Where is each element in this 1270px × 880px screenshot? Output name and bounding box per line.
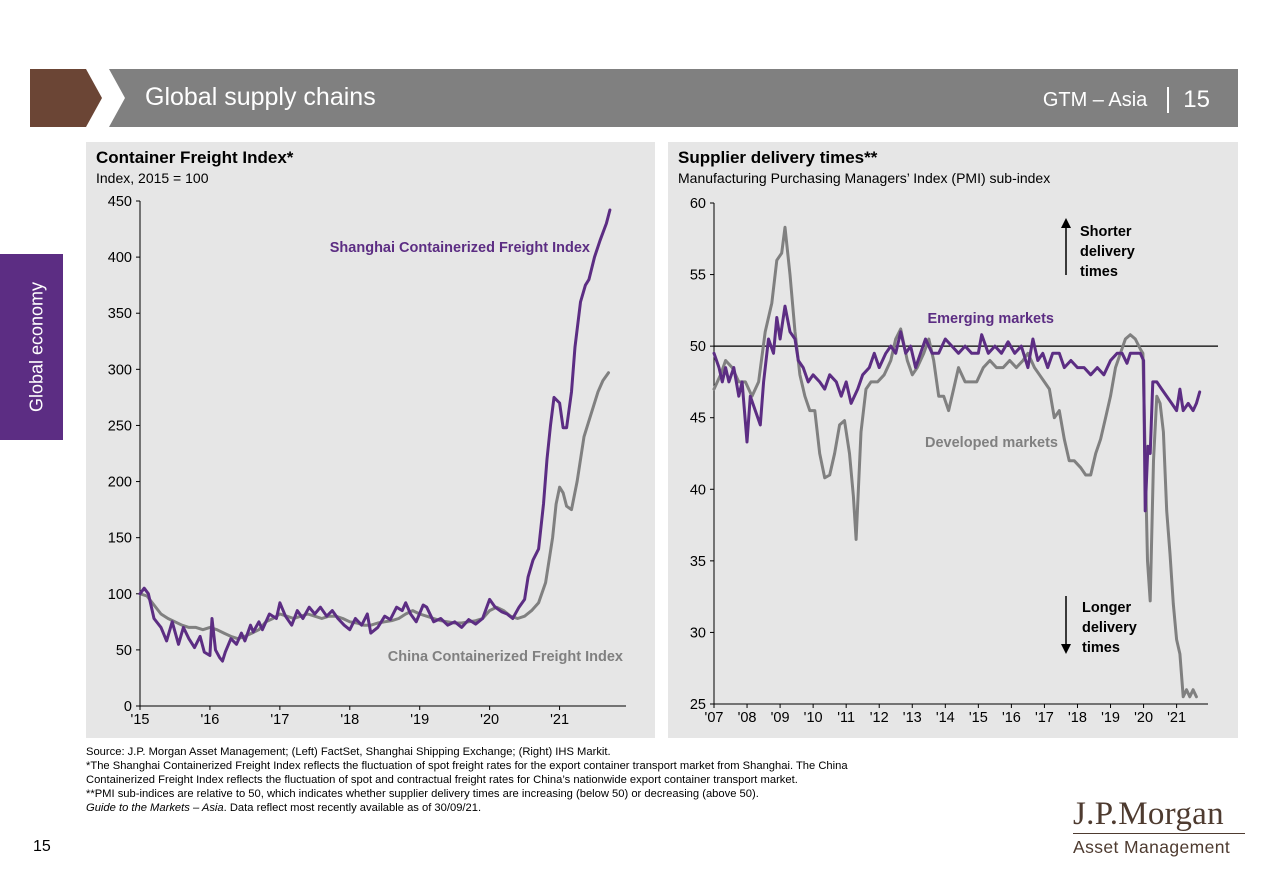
pmi-x-tick-label: '20 [1134, 710, 1153, 726]
header-chevron-icon [103, 69, 125, 127]
jpmorgan-logo: J.P.Morgan Asset Management [1073, 797, 1245, 858]
freight-series-shanghai-containerized-freight-index [138, 208, 612, 663]
header-bar [103, 69, 1238, 127]
freight-y-tick-label: 300 [108, 362, 132, 378]
pmi-y-tick-label: 55 [690, 268, 706, 284]
footnote-guide: Guide to the Markets – Asia. Data reflec… [86, 801, 1046, 815]
pmi-y-tick-label: 30 [690, 625, 706, 641]
side-tab-global-economy[interactable] [0, 254, 63, 440]
longer-delivery-label: times [1082, 640, 1120, 656]
freight-y-tick-label: 50 [116, 643, 132, 659]
shorter-delivery-label: Shorter [1080, 224, 1132, 240]
footnote-freight-2: Containerized Freight Index reflects the… [86, 774, 798, 786]
header-separator [1167, 87, 1170, 113]
logo-rule [1073, 833, 1245, 834]
freight-x-tick-label: '15 [131, 712, 150, 728]
container-freight-panel: Container Freight Index* Index, 2015 = 1… [86, 142, 655, 738]
left-chart-title: Container Freight Index* [96, 148, 294, 167]
freight-y-tick-label: 200 [108, 475, 132, 491]
pmi-x-tick-label: '16 [1002, 710, 1021, 726]
freight-x-tick-label: '20 [480, 712, 499, 728]
logo-main-text: J.P.Morgan [1073, 796, 1224, 832]
arrow-down-icon [1061, 644, 1071, 654]
pmi-y-tick-label: 40 [690, 482, 706, 498]
footnote-guide-date: . Data reflect most recently available a… [223, 802, 482, 814]
footnote-pmi: **PMI sub-indices are relative to 50, wh… [86, 788, 759, 800]
pmi-x-tick-label: '08 [738, 710, 757, 726]
pmi-y-tick-label: 60 [690, 196, 706, 212]
footnote-source: Source: J.P. Morgan Asset Management; (L… [86, 746, 611, 758]
freight-y-tick-label: 450 [108, 194, 132, 210]
pmi-x-tick-label: '09 [771, 710, 790, 726]
right-chart-subtitle: Manufacturing Purchasing Managers’ Index… [678, 170, 1051, 186]
freight-x-tick-label: '19 [410, 712, 429, 728]
freight-x-tick-label: '17 [270, 712, 289, 728]
pmi-x-tick-label: '10 [804, 710, 823, 726]
supplier-delivery-panel: Supplier delivery times** Manufacturing … [668, 142, 1238, 738]
logo-sub-text: Asset Management [1073, 837, 1231, 857]
pmi-series-emerging-markets [712, 304, 1202, 513]
freight-x-tick-label: '16 [200, 712, 219, 728]
header-arrow-shape [30, 69, 102, 127]
footnote-guide-title: Guide to the Markets – Asia [86, 802, 224, 814]
freight-y-tick-label: 400 [108, 250, 132, 266]
side-tab-label: Global economy [26, 281, 47, 413]
section-label: GTM – Asia [1042, 88, 1148, 111]
pmi-x-tick-label: '17 [1035, 710, 1054, 726]
shanghai-series-label: Shanghai Containerized Freight Index [330, 240, 590, 256]
supplier-delivery-chart: 25 30 35 40 45 50 55 60 '07 '08 '09 '10 '11 '12 '13 '14… [690, 196, 1218, 726]
pmi-y-tick-label: 35 [690, 554, 706, 570]
developed-series-label: Developed markets [925, 435, 1058, 451]
freight-y-tick-label: 0 [124, 699, 132, 715]
pmi-x-tick-label: '19 [1101, 710, 1120, 726]
pmi-x-tick-label: '15 [969, 710, 988, 726]
freight-y-tick-label: 100 [108, 587, 132, 603]
page-title: Global supply chains [145, 83, 376, 111]
longer-delivery-label: Longer [1082, 600, 1131, 616]
page-number: 15 [33, 838, 51, 855]
longer-delivery-label: delivery [1082, 620, 1137, 636]
header-page-number: 15 [1183, 86, 1210, 113]
left-chart-subtitle: Index, 2015 = 100 [96, 170, 209, 186]
freight-y-tick-label: 350 [108, 306, 132, 322]
pmi-x-tick-label: '11 [837, 710, 855, 726]
freight-y-tick-label: 150 [108, 531, 132, 547]
footnotes: Source: J.P. Morgan Asset Management; (L… [86, 745, 1046, 815]
pmi-x-tick-label: '21 [1167, 710, 1186, 726]
pmi-series-developed-markets [712, 225, 1198, 699]
pmi-x-tick-label: '07 [705, 710, 724, 726]
pmi-y-tick-label: 25 [690, 697, 706, 713]
freight-x-tick-label: '21 [550, 712, 569, 728]
pmi-x-tick-label: '13 [903, 710, 922, 726]
pmi-x-tick-label: '12 [870, 710, 889, 726]
pmi-y-tick-label: 50 [690, 339, 706, 355]
header-right: GTM – Asia 15 [1043, 86, 1210, 114]
shorter-delivery-label: times [1080, 264, 1118, 280]
emerging-series-label: Emerging markets [927, 311, 1054, 327]
right-chart-title: Supplier delivery times** [678, 148, 878, 167]
footnote-freight-1: *The Shanghai Containerized Freight Inde… [86, 760, 848, 772]
china-series-label: China Containerized Freight Index [388, 649, 623, 665]
pmi-y-tick-label: 45 [690, 411, 706, 427]
freight-x-tick-label: '18 [340, 712, 359, 728]
freight-y-tick-label: 250 [108, 418, 132, 434]
freight-series-china-containerized-freight-index [138, 371, 610, 641]
container-freight-chart: 0 50 100 150 200 250 300 350 400 450 '15 '16 '17 '18 '… [108, 194, 626, 728]
pmi-x-tick-label: '18 [1068, 710, 1087, 726]
shorter-delivery-label: delivery [1080, 244, 1135, 260]
pmi-x-tick-label: '14 [936, 710, 955, 726]
arrow-up-icon [1061, 218, 1071, 228]
